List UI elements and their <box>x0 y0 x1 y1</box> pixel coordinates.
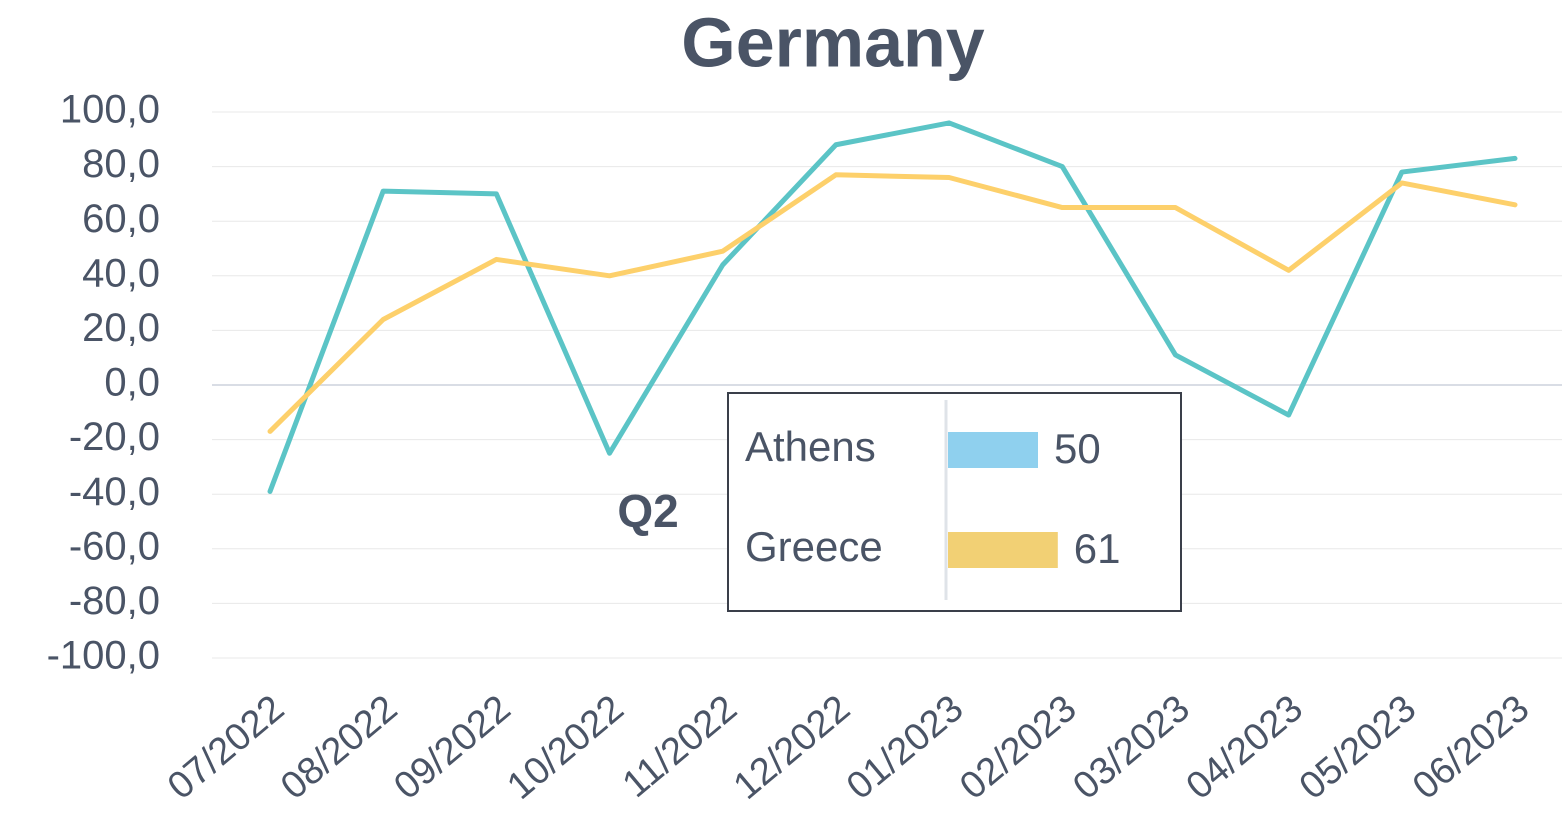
y-tick-label: -80,0 <box>69 579 160 623</box>
x-tick-label: 12/2022 <box>726 687 858 807</box>
annotation: Q2 <box>617 485 678 537</box>
x-tick-label: 01/2023 <box>839 687 971 807</box>
y-tick-label: -20,0 <box>69 415 160 459</box>
y-tick-label: 60,0 <box>82 197 160 241</box>
x-tick-label: 03/2023 <box>1065 687 1197 807</box>
legend-value: 50 <box>1054 425 1101 472</box>
x-tick-label: 09/2022 <box>386 687 518 807</box>
series-line <box>267 172 1518 434</box>
x-tick-label: 08/2022 <box>273 687 405 807</box>
x-tick-label: 05/2023 <box>1292 687 1424 807</box>
chart-title: Germany <box>681 3 985 81</box>
x-tick-label: 10/2022 <box>500 687 632 807</box>
x-tick-label: 11/2022 <box>615 687 745 806</box>
y-tick-label: 40,0 <box>82 251 160 295</box>
legend-bar <box>948 432 1038 468</box>
series-line <box>267 120 1518 494</box>
y-tick-label: 20,0 <box>82 306 160 350</box>
y-tick-label: -60,0 <box>69 524 160 568</box>
y-tick-label: 100,0 <box>60 88 160 132</box>
y-tick-label: 80,0 <box>82 142 160 186</box>
x-tick-label: 04/2023 <box>1179 687 1311 807</box>
x-tick-label: 06/2023 <box>1405 687 1537 807</box>
legend-value: 61 <box>1074 525 1121 572</box>
x-tick-label: 02/2023 <box>952 687 1084 807</box>
legend: Athens 50 Greece 61 <box>727 392 1182 612</box>
y-tick-label: -40,0 <box>69 470 160 514</box>
x-tick-label: 07/2022 <box>160 687 292 807</box>
legend-label: Athens <box>745 423 876 470</box>
legend-box <box>727 392 1182 612</box>
y-tick-label: -100,0 <box>47 634 160 678</box>
legend-label: Greece <box>745 523 883 570</box>
y-tick-label: 0,0 <box>104 361 160 405</box>
legend-bar <box>948 532 1058 568</box>
